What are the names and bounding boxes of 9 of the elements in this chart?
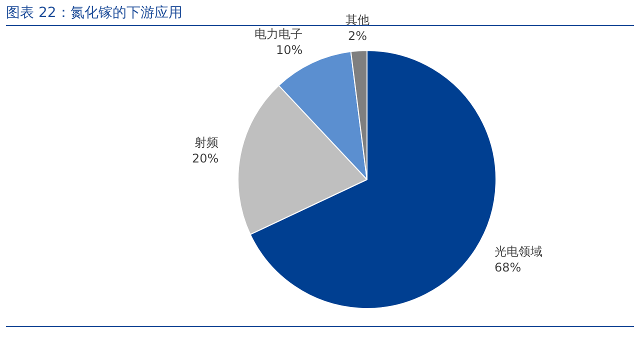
- data-label: 2%: [348, 28, 368, 43]
- chart-title: 图表 22：氮化镓的下游应用: [6, 5, 182, 21]
- data-label: 20%: [192, 151, 219, 166]
- slice-label: 光电领域: [494, 244, 542, 259]
- slice-label: 射频: [194, 135, 219, 150]
- slice-label: 电力电子: [254, 26, 303, 41]
- data-label: 10%: [276, 42, 303, 57]
- data-label: 68%: [494, 260, 522, 275]
- slice-label: 其他: [346, 12, 370, 27]
